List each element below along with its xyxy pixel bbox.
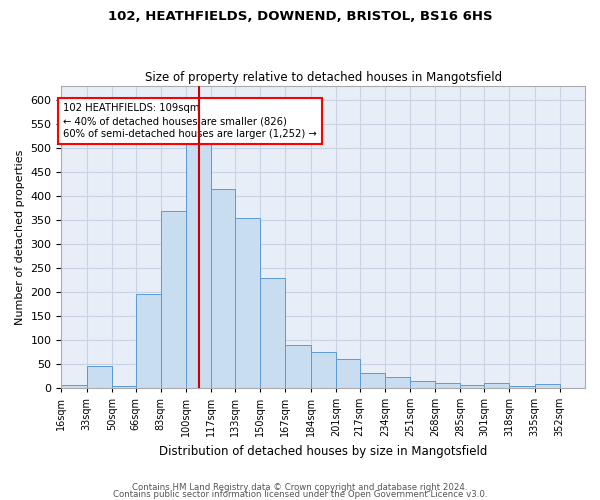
Bar bbox=[460, 386, 484, 388]
Y-axis label: Number of detached properties: Number of detached properties bbox=[15, 149, 25, 324]
Bar bbox=[211, 189, 235, 388]
Title: Size of property relative to detached houses in Mangotsfield: Size of property relative to detached ho… bbox=[145, 70, 502, 84]
X-axis label: Distribution of detached houses by size in Mangotsfield: Distribution of detached houses by size … bbox=[159, 444, 487, 458]
Bar bbox=[61, 386, 86, 388]
Bar bbox=[235, 218, 260, 388]
Bar bbox=[484, 383, 509, 388]
Text: 102, HEATHFIELDS, DOWNEND, BRISTOL, BS16 6HS: 102, HEATHFIELDS, DOWNEND, BRISTOL, BS16… bbox=[107, 10, 493, 23]
Bar bbox=[161, 210, 186, 388]
Bar bbox=[311, 352, 336, 388]
Bar bbox=[435, 383, 460, 388]
Text: Contains public sector information licensed under the Open Government Licence v3: Contains public sector information licen… bbox=[113, 490, 487, 499]
Bar bbox=[336, 359, 359, 388]
Bar bbox=[385, 377, 410, 388]
Bar bbox=[286, 344, 311, 388]
Text: 102 HEATHFIELDS: 109sqm
← 40% of detached houses are smaller (826)
60% of semi-d: 102 HEATHFIELDS: 109sqm ← 40% of detache… bbox=[63, 103, 317, 139]
Bar bbox=[186, 138, 211, 388]
Bar bbox=[136, 294, 161, 388]
Bar bbox=[359, 374, 385, 388]
Text: Contains HM Land Registry data © Crown copyright and database right 2024.: Contains HM Land Registry data © Crown c… bbox=[132, 484, 468, 492]
Bar bbox=[86, 366, 112, 388]
Bar bbox=[410, 380, 435, 388]
Bar bbox=[509, 386, 535, 388]
Bar bbox=[535, 384, 560, 388]
Bar bbox=[112, 386, 136, 388]
Bar bbox=[260, 278, 286, 388]
